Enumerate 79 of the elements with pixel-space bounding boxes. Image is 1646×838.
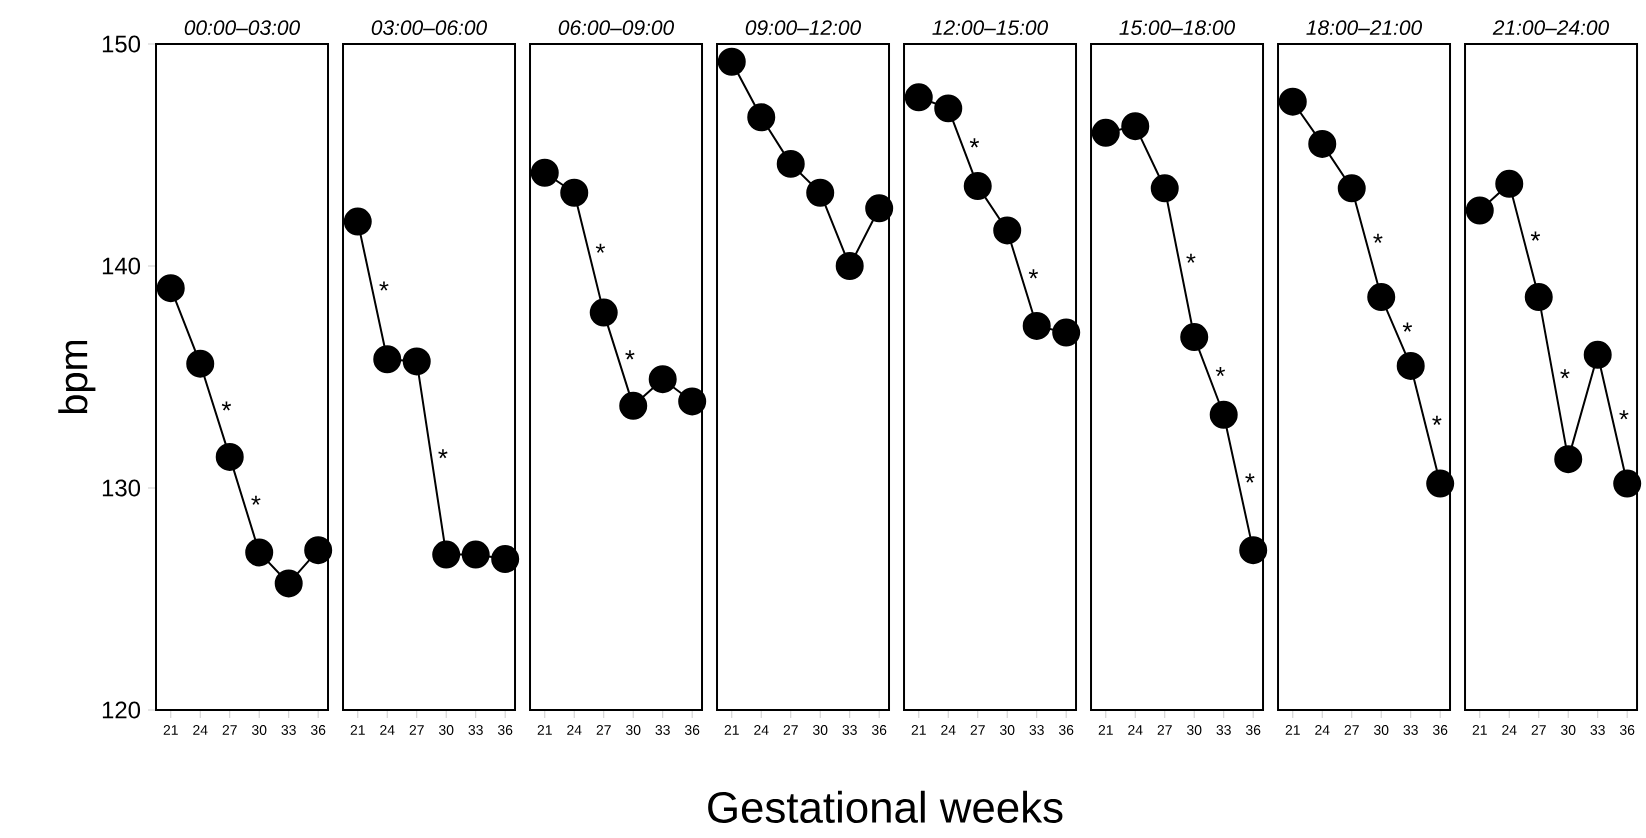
chart-title: 18:00–21:00 xyxy=(1306,20,1423,36)
chart-title: 09:00–12:00 xyxy=(745,20,862,36)
annotation: * xyxy=(595,243,606,253)
point xyxy=(1583,340,1612,369)
annotation: * xyxy=(969,138,980,148)
y-tick-label: 120 xyxy=(102,701,141,719)
point xyxy=(1121,112,1150,141)
y-tick-label: 130 xyxy=(102,479,141,497)
point xyxy=(402,347,431,376)
annotation: * xyxy=(1560,369,1570,379)
point xyxy=(274,569,303,598)
point xyxy=(865,194,894,223)
point xyxy=(215,442,244,471)
point xyxy=(934,94,963,123)
point xyxy=(373,345,402,374)
y-axis-title: bpm xyxy=(58,340,96,414)
annotation: * xyxy=(1215,366,1226,377)
chart-title: 06:00–09:00 xyxy=(558,20,674,36)
point xyxy=(560,178,589,207)
point xyxy=(1426,469,1455,498)
point xyxy=(806,178,835,207)
annotation: * xyxy=(1432,415,1442,425)
chart-title: 00:00–03:00 xyxy=(184,20,300,36)
point xyxy=(1052,318,1081,347)
point xyxy=(1209,400,1238,429)
annotation: * xyxy=(1373,233,1383,243)
point xyxy=(304,536,333,565)
point xyxy=(835,252,864,280)
point xyxy=(963,172,992,201)
point xyxy=(589,298,618,327)
point xyxy=(491,545,520,574)
point xyxy=(1278,87,1307,116)
annotation: * xyxy=(221,401,232,411)
point xyxy=(461,540,490,569)
chart-title: 15:00–18:00 xyxy=(1119,20,1236,36)
point xyxy=(1524,283,1553,312)
point xyxy=(1022,311,1051,340)
x-axis-title: Gestational weeks xyxy=(708,790,1063,823)
point xyxy=(1180,323,1209,352)
point xyxy=(1150,174,1179,203)
point xyxy=(1465,196,1494,225)
annotation: * xyxy=(1245,473,1255,483)
point xyxy=(993,216,1022,245)
point xyxy=(343,207,372,236)
point xyxy=(1091,118,1120,147)
annotation: * xyxy=(1028,269,1039,279)
point xyxy=(776,149,805,178)
point xyxy=(619,391,648,420)
annotation: * xyxy=(251,495,261,505)
point xyxy=(678,387,707,416)
annotation: * xyxy=(1402,322,1413,332)
chart-title: 03:00–06:00 xyxy=(371,20,487,36)
point xyxy=(1554,445,1583,474)
point xyxy=(1613,469,1642,498)
point xyxy=(648,365,677,394)
point xyxy=(904,83,933,112)
chart-title: 21:00–24:00 xyxy=(1492,20,1610,36)
point xyxy=(747,103,776,132)
annotation: * xyxy=(1186,253,1196,263)
point xyxy=(432,540,461,569)
point xyxy=(156,274,185,303)
annotation: * xyxy=(1619,410,1629,420)
chart-title: 12:00–15:00 xyxy=(932,20,1049,36)
point xyxy=(1367,283,1396,312)
point xyxy=(245,538,274,567)
point xyxy=(717,47,746,76)
point xyxy=(1308,129,1337,158)
annotation: * xyxy=(625,350,635,360)
point xyxy=(1396,351,1425,380)
annotation: * xyxy=(438,449,448,459)
y-tick-label: 140 xyxy=(102,257,141,275)
point xyxy=(1239,536,1268,565)
y-tick-label: 150 xyxy=(102,35,141,53)
point xyxy=(186,349,215,378)
annotation: * xyxy=(1530,231,1541,241)
point xyxy=(530,158,559,187)
point xyxy=(1495,169,1524,198)
annotation: * xyxy=(379,281,389,291)
point xyxy=(1337,174,1366,203)
